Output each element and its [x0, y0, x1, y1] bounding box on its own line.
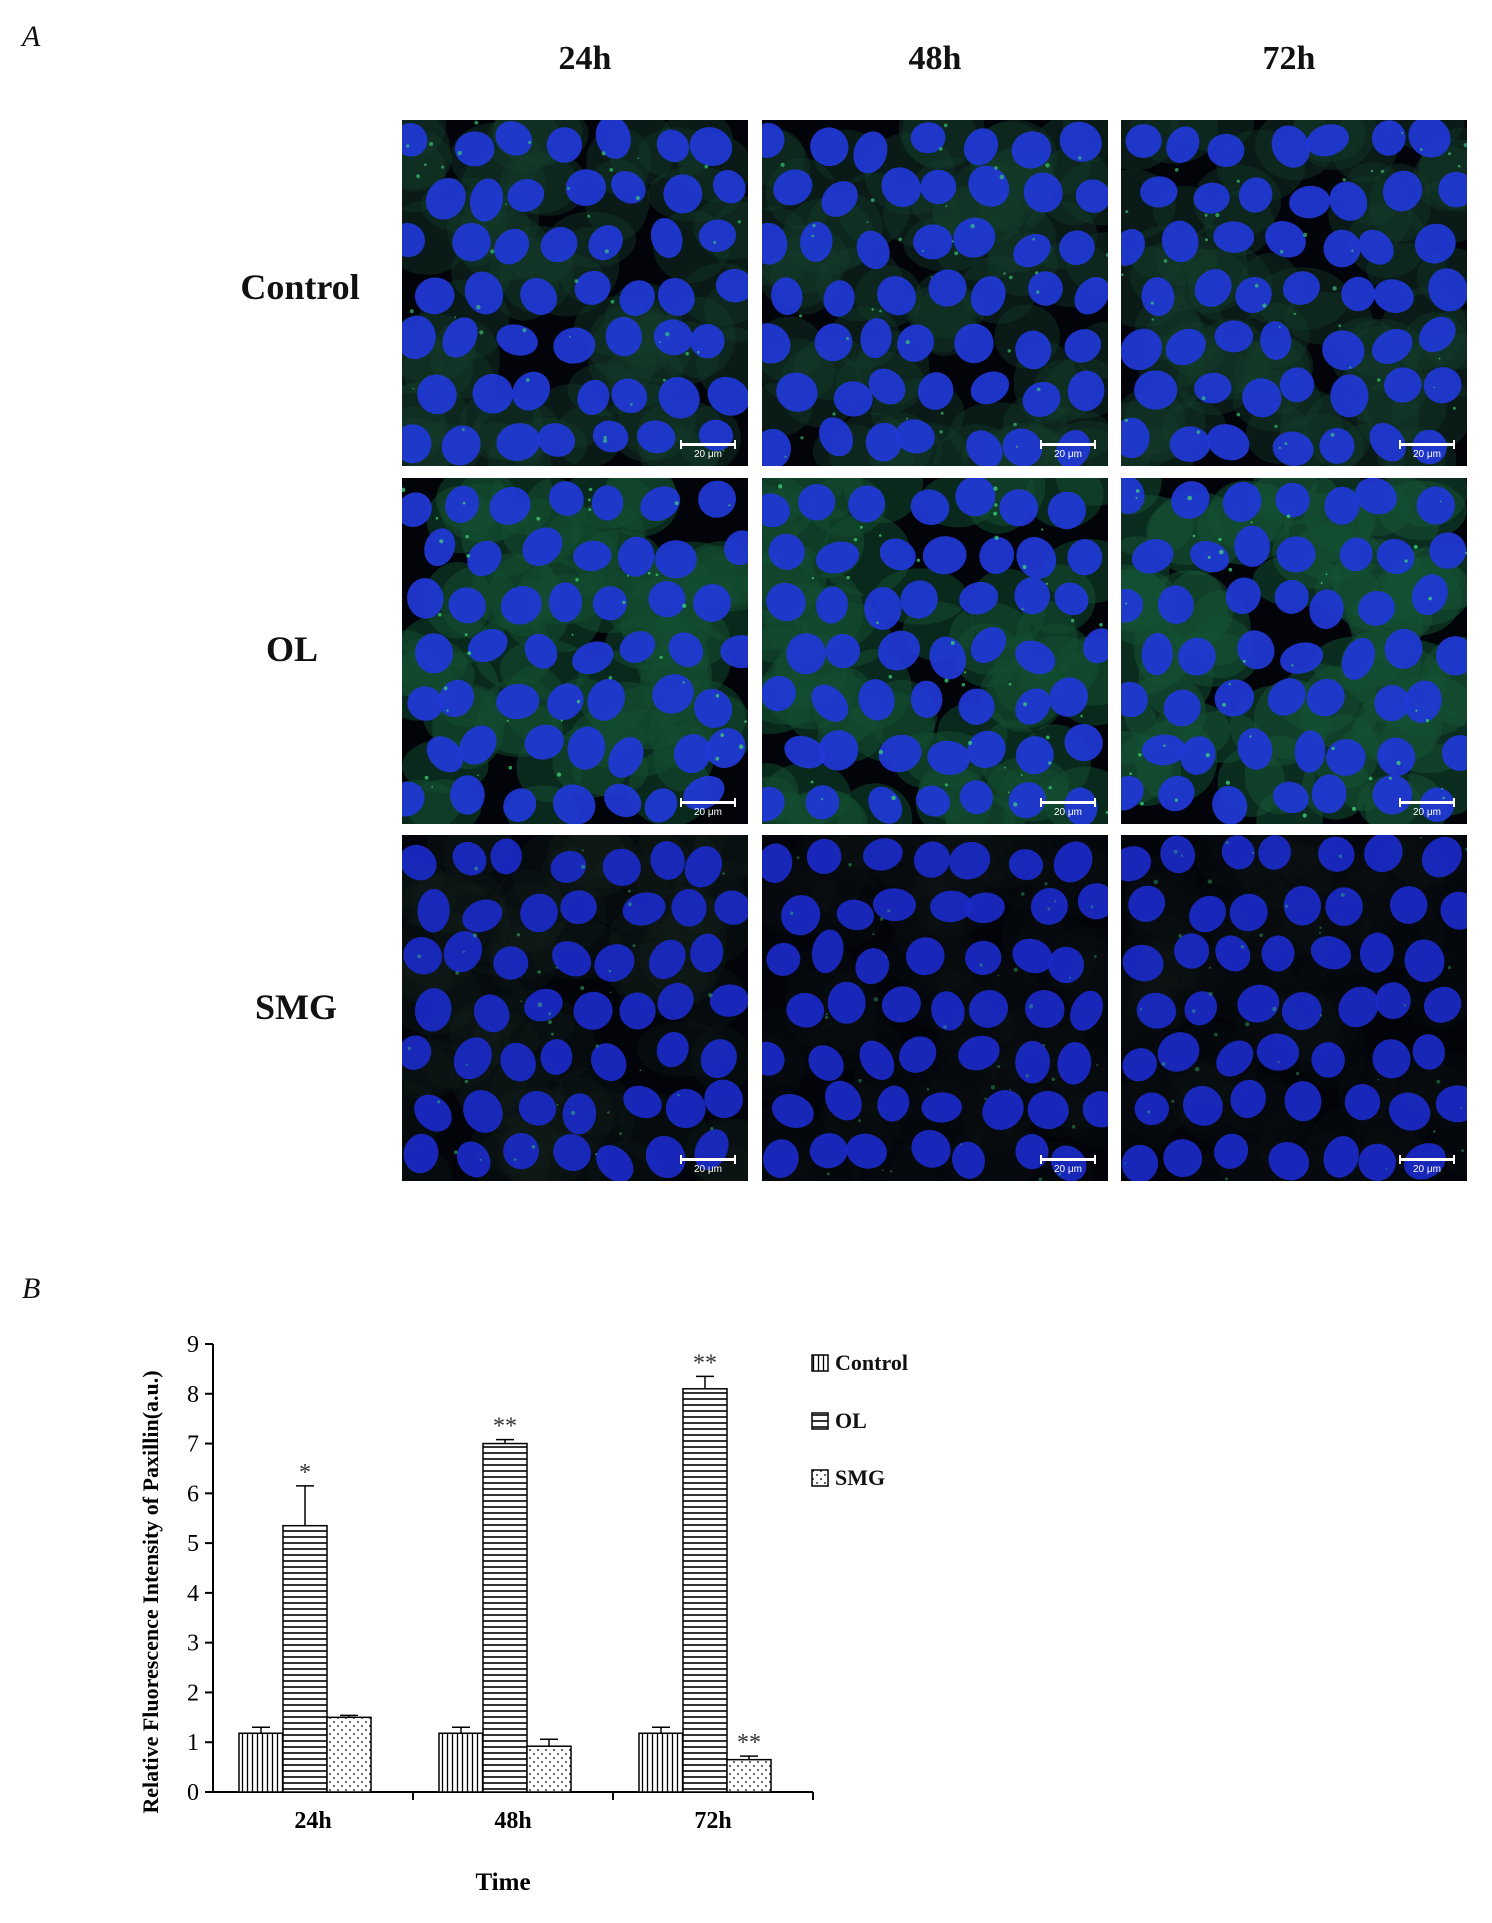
legend-swatch-smg — [811, 1469, 829, 1487]
bar-control-72h — [638, 1732, 684, 1793]
micrograph-control-24h: 20 μm — [402, 120, 748, 466]
row-header-smg: SMG — [254, 987, 337, 1027]
bar-ol-24h — [282, 1524, 328, 1793]
scale-bar: 20 μm — [680, 798, 736, 818]
bar-smg-48h — [526, 1745, 572, 1793]
y-tick-label: 3 — [187, 1631, 199, 1657]
bar-smg-72h — [726, 1758, 772, 1793]
micrograph-ol-24h: 20 μm — [402, 478, 748, 824]
row-header-ol: OL — [265, 629, 318, 669]
column-header-72h: 72h — [1262, 40, 1316, 77]
legend-label-smg: SMG — [835, 1465, 886, 1490]
legend-item-smg: SMG — [811, 1465, 885, 1491]
scale-bar: 20 μm — [1399, 440, 1455, 460]
scale-bar-label: 20 μm — [694, 1164, 722, 1175]
y-tick-label: 5 — [187, 1531, 199, 1557]
panel-a-letter: A — [22, 20, 41, 53]
micrograph-control-48h: 20 μm — [762, 120, 1108, 466]
micrograph-ol-72h: 20 μm — [1121, 478, 1467, 824]
micrograph-smg-72h: 20 μm — [1121, 835, 1467, 1181]
x-tick-label: 24h — [294, 1808, 331, 1834]
column-header-48h: 48h — [908, 40, 962, 77]
scale-bar-label: 20 μm — [1054, 449, 1082, 460]
scale-bar: 20 μm — [1399, 1155, 1455, 1175]
legend-item-ol: OL — [811, 1408, 867, 1434]
row-header-control: Control — [240, 267, 360, 307]
significance-mark: ** — [737, 1730, 761, 1756]
scale-bar: 20 μm — [1040, 1155, 1096, 1175]
y-tick-label: 2 — [187, 1680, 199, 1706]
significance-mark: ** — [493, 1414, 517, 1440]
scale-bar-label: 20 μm — [1413, 449, 1441, 460]
micrograph-control-72h: 20 μm — [1121, 120, 1467, 466]
significance-mark: * — [299, 1460, 311, 1486]
y-tick-label: 0 — [187, 1780, 199, 1806]
x-tick-label: 72h — [694, 1808, 731, 1834]
scale-bar-label: 20 μm — [1054, 1164, 1082, 1175]
scale-bar-label: 20 μm — [694, 449, 722, 460]
legend-swatch-control — [811, 1354, 829, 1372]
scale-bar-label: 20 μm — [1054, 807, 1082, 818]
micrograph-ol-48h: 20 μm — [762, 478, 1108, 824]
legend-label-control: Control — [835, 1350, 908, 1375]
y-tick-label: 4 — [187, 1581, 199, 1607]
y-tick-label: 7 — [187, 1432, 199, 1458]
y-tick-label: 8 — [187, 1382, 199, 1408]
significance-mark: ** — [693, 1350, 717, 1376]
scale-bar-label: 20 μm — [1413, 1164, 1441, 1175]
bar-ol-72h — [682, 1388, 728, 1793]
bar-ol-48h — [482, 1442, 528, 1793]
bar-control-24h — [238, 1732, 284, 1793]
x-tick-label: 48h — [494, 1808, 531, 1834]
y-axis-label: Relative Fluorescence Intensity of Paxil… — [138, 1370, 163, 1813]
y-tick-label: 6 — [187, 1481, 199, 1507]
micrograph-smg-48h: 20 μm — [762, 835, 1108, 1181]
legend-swatch-ol — [811, 1412, 829, 1430]
scale-bar: 20 μm — [1399, 798, 1455, 818]
scale-bar-label: 20 μm — [1413, 807, 1441, 818]
x-axis-label: Time — [475, 1869, 530, 1896]
panel-b-letter: B — [22, 1272, 41, 1305]
column-header-24h: 24h — [558, 40, 612, 77]
y-tick-label: 9 — [187, 1332, 199, 1358]
scale-bar: 20 μm — [1040, 440, 1096, 460]
scale-bar-label: 20 μm — [694, 807, 722, 818]
bar-smg-24h — [326, 1716, 372, 1793]
legend-item-control: Control — [811, 1350, 908, 1376]
legend-label-ol: OL — [835, 1408, 867, 1433]
bar-control-48h — [438, 1732, 484, 1793]
scale-bar: 20 μm — [1040, 798, 1096, 818]
scale-bar: 20 μm — [680, 440, 736, 460]
micrograph-smg-24h: 20 μm — [402, 835, 748, 1181]
scale-bar: 20 μm — [680, 1155, 736, 1175]
y-tick-label: 1 — [187, 1730, 199, 1756]
